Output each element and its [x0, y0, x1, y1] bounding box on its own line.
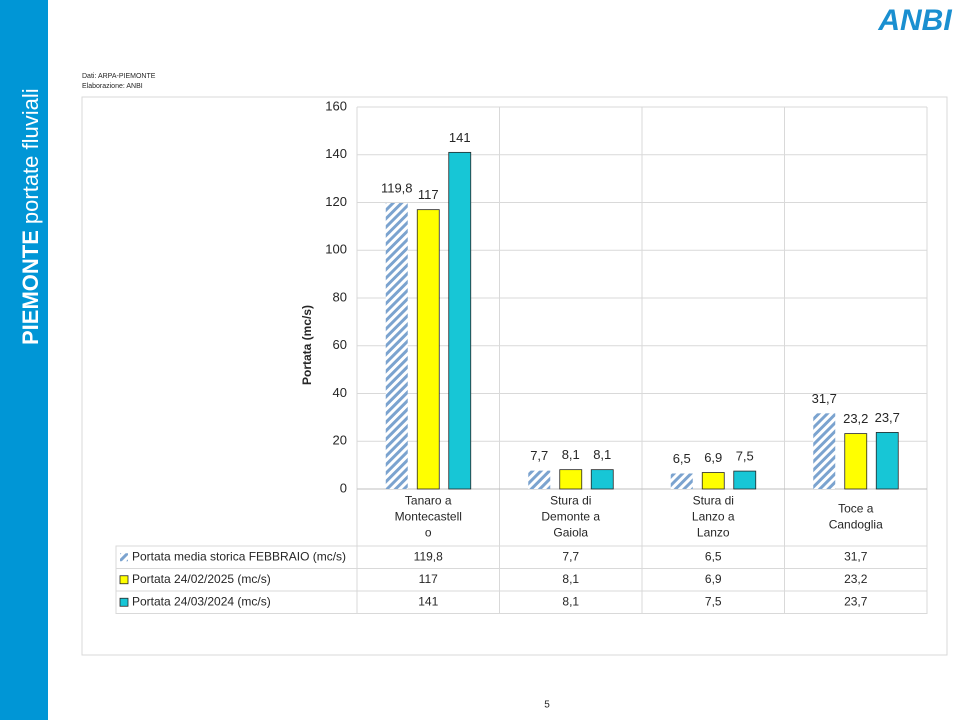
y-tick-label: 160 [325, 98, 347, 113]
x-tick-label-line: Gaiola [553, 526, 588, 540]
table-cell: 119,8 [414, 549, 443, 563]
x-tick-label-line: Lanzo a [692, 510, 735, 524]
table-cell: 8,1 [562, 572, 579, 586]
y-tick-label: 20 [333, 433, 347, 448]
bar [590, 469, 614, 490]
table-row-border [115, 590, 928, 614]
data-label: 8,1 [593, 447, 611, 462]
y-tick-label: 80 [333, 289, 347, 304]
x-tick-label-line: Stura di [693, 494, 734, 508]
y-tick-label: 140 [325, 146, 347, 161]
x-tick-label-line: o [425, 526, 432, 540]
table-cell: 6,9 [705, 572, 722, 586]
y-tick-label: 60 [333, 337, 347, 352]
legend-label: Portata media storica FEBBRAIO (mc/s) [132, 549, 346, 563]
table-cell: 23,2 [844, 572, 868, 586]
chart: 0 20 40 60 80 100 120 140 160 Tanaro a Montecastel… [115, 98, 928, 614]
bar [416, 209, 440, 490]
x-tick-label: Toce a Candoglia [829, 502, 883, 532]
chart-frame [81, 96, 948, 656]
sidebar-title-bold: PIEMONTE [18, 230, 43, 345]
bar [385, 202, 408, 490]
x-tick-label-line: Stura di [550, 494, 591, 508]
data-label: 8,1 [562, 447, 580, 462]
table-cell: 23,7 [844, 594, 868, 608]
bar [844, 433, 868, 490]
y-tick-label: 40 [333, 385, 347, 400]
legend-label: Portata 24/02/2025 (mc/s) [132, 572, 271, 586]
legend-key [119, 597, 129, 607]
x-tick-label: Stura di Lanzo a Lanzo [692, 494, 735, 540]
bar [559, 469, 583, 490]
x-tick-label-line: Demonte a [541, 510, 600, 524]
data-label: 117 [418, 187, 439, 202]
table-cell: 117 [419, 572, 438, 586]
table-cell: 141 [418, 594, 438, 608]
data-label: 23,2 [843, 411, 868, 426]
table-cell: 6,5 [705, 549, 722, 563]
x-tick-label-line: Candoglia [829, 518, 883, 532]
bar [670, 473, 693, 489]
x-tick-label-line: Lanzo [697, 526, 730, 540]
legend-key [119, 575, 129, 585]
sidebar-title: PIEMONTE portate fluviali [18, 88, 43, 345]
source-line: Dati: ARPA-PIEMONTE [82, 73, 156, 80]
x-tick-label: Tanaro a Montecastell o [395, 494, 462, 540]
y-tick-label: 100 [325, 242, 347, 257]
data-label: 7,5 [736, 449, 754, 464]
table-cell: 8,1 [562, 594, 579, 608]
table-cell: 31,7 [844, 549, 868, 563]
bar [813, 413, 836, 489]
data-label: 7,7 [530, 448, 548, 463]
data-label: 141 [449, 130, 471, 145]
page-number: 5 [544, 700, 550, 711]
sidebar-title-rest: portate fluviali [18, 88, 43, 224]
data-label: 6,9 [704, 450, 722, 465]
logo: ANBI [877, 4, 952, 37]
x-tick-label: Stura di Demonte a Gaiola [541, 494, 600, 540]
bar [733, 470, 757, 490]
bar [701, 472, 725, 490]
bar [875, 432, 899, 490]
y-tick-label: 0 [340, 480, 347, 495]
data-label: 31,7 [812, 391, 837, 406]
legend-label: Portata 24/03/2024 (mc/s) [132, 594, 271, 608]
data-label: 6,5 [673, 451, 691, 466]
legend-key [120, 553, 128, 562]
data-label: 23,7 [875, 410, 900, 425]
table-cell: 7,5 [705, 594, 722, 608]
y-tick-label: 120 [325, 194, 347, 209]
x-tick-label-line: Montecastell [395, 510, 462, 524]
sidebar [0, 0, 48, 720]
x-tick-label-line: Tanaro a [405, 494, 452, 508]
y-axis-title: Portata (mc/s) [300, 305, 314, 385]
x-tick-label-line: Toce a [838, 502, 874, 516]
bar [528, 470, 551, 489]
bar [448, 151, 472, 490]
source-line: Elaborazione: ANBI [82, 83, 143, 90]
table-cell: 7,7 [562, 549, 579, 563]
data-label: 119,8 [381, 180, 413, 195]
